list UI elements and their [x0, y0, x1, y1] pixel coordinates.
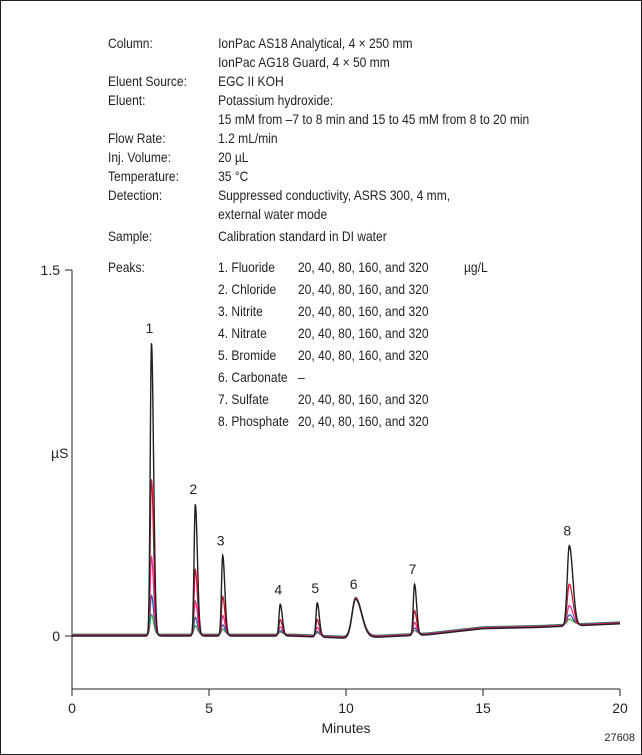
x-tick-label: 10 [338, 700, 354, 716]
peak-label: 4 [274, 581, 282, 597]
peak-label: 8 [563, 523, 571, 539]
x-axis-label: Minutes [321, 720, 370, 736]
peak-name: 2. Chloride [218, 281, 277, 297]
peak-name: 7. Sulfate [218, 391, 269, 407]
x-tick-label: 5 [205, 700, 213, 716]
peak-concentration: 20, 40, 80, 160, and 320 [297, 325, 429, 341]
peak-label: 6 [350, 576, 358, 592]
peak-concentration: 20, 40, 80, 160, and 320 [297, 413, 429, 429]
column-line-1: IonPac AS18 Analytical, 4 × 250 mm [218, 35, 413, 51]
eluent-label: Eluent: [108, 92, 146, 108]
x-tick-label: 0 [68, 700, 76, 716]
inj-volume-label: Inj. Volume: [108, 149, 171, 165]
x-tick-label: 15 [475, 700, 491, 716]
traces [72, 343, 621, 639]
column-label: Column: [108, 35, 153, 51]
y-ticks: 01.5 [41, 262, 72, 644]
peak-concentration: 20, 40, 80, 160, and 320 [297, 391, 429, 407]
peak-name: 6. Carbonate [218, 369, 288, 385]
peak-concentration: 20, 40, 80, 160, and 320 [297, 347, 429, 363]
detection-line-2: external water mode [218, 206, 328, 222]
sample-label: Sample: [108, 228, 153, 244]
peak-concentration: 20, 40, 80, 160, and 320 [297, 281, 429, 297]
peak-name: 3. Nitrite [218, 303, 263, 319]
peak-name: 4. Nitrate [218, 325, 267, 341]
peak-label: 2 [189, 481, 197, 497]
peak-label: 3 [217, 532, 225, 548]
trace-series-1 [72, 343, 621, 639]
x-ticks: 0 5 10 15 20 [68, 689, 628, 716]
eluent-line-2: 15 mM from –7 to 8 min and 15 to 45 mM f… [218, 111, 530, 127]
detection-label: Detection: [108, 187, 163, 203]
peak-unit: µg/L [463, 259, 488, 275]
peak-label: 1 [146, 320, 154, 336]
peak-concentration: – [297, 369, 305, 385]
y-tick-label: 1.5 [41, 262, 61, 278]
figure-number: 27608 [604, 732, 635, 744]
eluent-source-label: Eluent Source: [108, 73, 187, 89]
peak-concentration: 20, 40, 80, 160, and 320 [297, 259, 429, 275]
temperature-label: Temperature: [108, 168, 179, 184]
inj-volume-value: 20 µL [218, 149, 249, 165]
sample-value: Calibration standard in DI water [218, 228, 387, 244]
peak-concentration: 20, 40, 80, 160, and 320 [297, 303, 429, 319]
peaks-label: Peaks: [108, 259, 145, 275]
peak-label: 5 [311, 580, 319, 596]
column-line-2: IonPac AG18 Guard, 4 × 50 mm [218, 54, 390, 70]
peak-name: 5. Bromide [218, 347, 277, 363]
eluent-line-1: Potassium hydroxide: [218, 92, 334, 108]
peak-labels: 1 2 3 4 5 6 7 8 [146, 320, 572, 597]
y-axis-label: µS [51, 445, 68, 461]
eluent-source-value: EGC II KOH [218, 73, 284, 89]
flow-rate-value: 1.2 mL/min [218, 130, 278, 146]
flow-rate-label: Flow Rate: [108, 130, 166, 146]
peak-name: 1. Fluoride [218, 259, 275, 275]
peak-label: 7 [409, 561, 417, 577]
detection-line-1: Suppressed conductivity, ASRS 300, 4 mm, [218, 187, 451, 203]
temperature-value: 35 °C [218, 168, 249, 184]
peak-name: 8. Phosphate [218, 413, 289, 429]
x-tick-label: 20 [612, 700, 628, 716]
y-tick-label: 0 [52, 628, 60, 644]
